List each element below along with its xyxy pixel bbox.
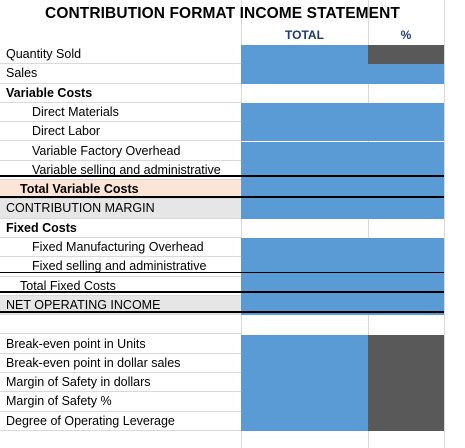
percent-cell[interactable]	[368, 219, 444, 238]
statement-row: Variable selling and administrative	[0, 160, 465, 181]
column-header-total[interactable]: TOTAL	[285, 28, 324, 42]
row-label[interactable]: Variable selling and administrative	[0, 160, 241, 181]
total-cell[interactable]	[241, 411, 368, 431]
percent-cell[interactable]	[368, 238, 444, 258]
total-cell[interactable]	[241, 295, 368, 316]
percent-cell[interactable]	[368, 64, 444, 84]
total-cell[interactable]	[241, 45, 368, 65]
row-label[interactable]: Variable Factory Overhead	[0, 141, 241, 161]
row-label[interactable]: Total Variable Costs	[0, 180, 241, 200]
statement-row: Break-even point in Units	[0, 334, 465, 354]
statement-row: NET OPERATING INCOME	[0, 295, 465, 316]
statement-row: Sales	[0, 64, 465, 84]
percent-cell[interactable]	[368, 199, 444, 219]
statement-row: CONTRIBUTION MARGIN	[0, 199, 465, 219]
statement-row: Variable Costs	[0, 83, 465, 103]
statement-row: Degree of Operating Leverage	[0, 411, 465, 431]
statement-row: Fixed Costs	[0, 218, 465, 238]
grid-line	[241, 0, 242, 448]
statement-row	[0, 315, 465, 335]
total-cell[interactable]	[241, 392, 368, 412]
border-line	[0, 311, 444, 313]
statement-row: Total Variable Costs	[0, 180, 465, 200]
total-cell[interactable]	[241, 257, 368, 277]
column-header-percent[interactable]: %	[400, 28, 412, 42]
statement-row: Direct Labor	[0, 122, 465, 142]
row-label[interactable]: Margin of Safety in dollars	[0, 373, 241, 393]
total-cell[interactable]	[241, 180, 368, 200]
total-cell[interactable]	[241, 102, 368, 123]
percent-cell[interactable]	[368, 373, 444, 393]
percent-cell[interactable]	[368, 180, 444, 200]
row-label[interactable]: Break-even point in Units	[0, 334, 241, 354]
row-label[interactable]: Fixed selling and administrative	[0, 257, 241, 277]
total-cell[interactable]	[241, 160, 368, 181]
statement-row: Fixed selling and administrative	[0, 257, 465, 277]
statement-row: Fixed Manufacturing Overhead	[0, 238, 465, 258]
percent-cell[interactable]	[368, 84, 444, 103]
percent-cell[interactable]	[368, 295, 444, 316]
grid-line	[368, 0, 369, 448]
statement-row: Quantity Sold	[0, 45, 465, 65]
border-line	[0, 196, 444, 198]
row-label[interactable]: Sales	[0, 64, 241, 84]
row-label[interactable]: Margin of Safety %	[0, 392, 241, 412]
percent-cell[interactable]	[368, 45, 444, 65]
statement-row: Direct Materials	[0, 102, 465, 123]
percent-cell[interactable]	[368, 315, 444, 334]
border-line	[0, 291, 444, 293]
total-cell[interactable]	[241, 122, 368, 142]
total-cell[interactable]	[241, 353, 368, 374]
row-label[interactable]: Direct Materials	[0, 102, 241, 123]
percent-cell[interactable]	[368, 141, 444, 161]
statement-row: Margin of Safety in dollars	[0, 373, 465, 393]
percent-cell[interactable]	[368, 160, 444, 181]
percent-cell[interactable]	[368, 411, 444, 431]
percent-cell[interactable]	[368, 353, 444, 374]
statement-row: Variable Factory Overhead	[0, 141, 465, 161]
row-label[interactable]: Fixed Costs	[0, 218, 241, 238]
row-label[interactable]: Quantity Sold	[0, 45, 241, 65]
row-label[interactable]: Fixed Manufacturing Overhead	[0, 238, 241, 258]
total-cell[interactable]	[241, 64, 368, 84]
total-cell[interactable]	[241, 199, 368, 219]
total-cell[interactable]	[241, 219, 368, 238]
row-label[interactable]: Variable Costs	[0, 83, 241, 103]
total-cell[interactable]	[241, 84, 368, 103]
percent-cell[interactable]	[368, 392, 444, 412]
percent-cell[interactable]	[368, 334, 444, 354]
row-label[interactable]	[0, 315, 241, 335]
row-label[interactable]: Break-even point in dollar sales	[0, 353, 241, 374]
row-label[interactable]: Degree of Operating Leverage	[0, 411, 241, 431]
percent-cell[interactable]	[368, 102, 444, 123]
statement-title[interactable]: CONTRIBUTION FORMAT INCOME STATEMENT	[45, 5, 400, 22]
percent-cell[interactable]	[368, 122, 444, 142]
percent-cell[interactable]	[368, 257, 444, 277]
total-cell[interactable]	[241, 141, 368, 161]
total-cell[interactable]	[241, 315, 368, 334]
row-label[interactable]: Direct Labor	[0, 122, 241, 142]
row-label[interactable]: NET OPERATING INCOME	[0, 295, 241, 316]
total-cell[interactable]	[241, 373, 368, 393]
row-label[interactable]: CONTRIBUTION MARGIN	[0, 199, 241, 219]
statement-row: Break-even point in dollar sales	[0, 353, 465, 374]
total-cell[interactable]	[241, 238, 368, 258]
statement-row: Margin of Safety %	[0, 392, 465, 412]
grid-line	[444, 0, 445, 448]
border-line	[0, 272, 444, 273]
border-line	[0, 175, 444, 177]
total-cell[interactable]	[241, 334, 368, 354]
